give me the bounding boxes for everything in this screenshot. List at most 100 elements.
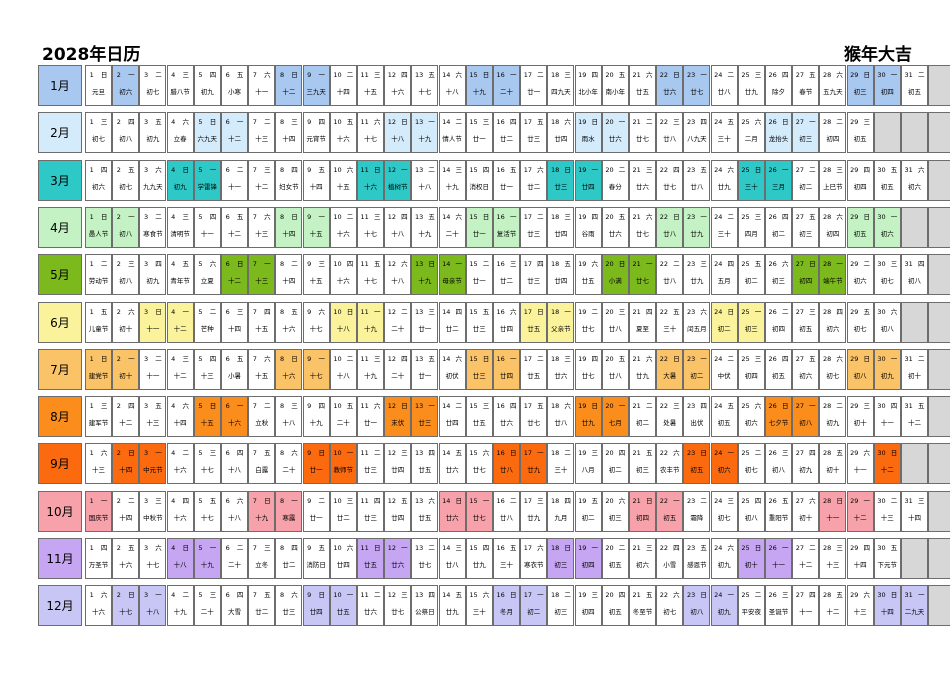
day-cell: 23 六闰五月 <box>683 301 711 343</box>
day-number: 3 <box>143 591 149 600</box>
lunar-label: 十四 <box>173 419 187 428</box>
lunar-label: 廿七 <box>472 466 486 475</box>
weekday: 三 <box>209 449 217 458</box>
lunar-label: 复活节 <box>496 229 517 238</box>
day-cell: 28 五初十 <box>819 443 847 485</box>
day-number: 9 <box>307 402 312 411</box>
lunar-label: 初五 <box>663 513 677 522</box>
lunar-label: 廿八 <box>445 561 459 569</box>
weekday: 一 <box>781 544 789 552</box>
day-number: 25 <box>741 260 750 269</box>
day-number: 16 <box>496 544 505 552</box>
lunar-label: 除夕 <box>772 88 785 96</box>
day-number: 20 <box>605 354 614 363</box>
lunar-label: 十三 <box>200 371 214 380</box>
day-cell: 16 三廿二 <box>493 254 520 296</box>
lunar-label: 六九天 <box>197 135 218 144</box>
day-cell: 16 六廿四 <box>493 301 520 343</box>
lunar-label: 谷雨 <box>581 229 595 238</box>
day-cell: 3 二十一 <box>139 348 167 390</box>
day-cell: 10 日十八 <box>329 301 357 343</box>
lunar-label: 十七 <box>364 135 377 144</box>
lunar-label: 端午节 <box>823 277 843 286</box>
weekday: 四 <box>618 449 626 458</box>
day-number: 10 <box>333 118 342 127</box>
day-cell: 16 一二十 <box>493 65 520 106</box>
weekday: 六 <box>645 212 653 221</box>
weekday: 五 <box>537 402 544 411</box>
lunar-label: 冬至节 <box>632 608 653 617</box>
day-number: 2 <box>116 212 121 221</box>
day-cell: 12 日十八 <box>384 112 412 154</box>
weekday: 一 <box>236 118 244 127</box>
lunar-label: 廿四 <box>445 419 459 428</box>
lunar-label: 圣诞节 <box>768 608 789 617</box>
weekday: 六 <box>809 496 816 505</box>
day-number: 29 <box>850 544 859 552</box>
weekday: 四 <box>591 354 599 363</box>
weekday: 四 <box>401 212 408 221</box>
day-cell: 2 五初七 <box>112 159 140 201</box>
weekday: 五 <box>236 212 244 221</box>
month-label: 10月 <box>38 490 82 532</box>
day-cell: 27 二初二 <box>792 159 820 201</box>
day-cell: 29 二初六 <box>846 254 874 296</box>
lunar-label: 二十 <box>391 371 405 380</box>
weekday: 一 <box>836 260 843 269</box>
day-number: 10 <box>333 449 342 458</box>
day-cell: 3 三中秋节 <box>139 490 167 532</box>
day-number: 30 <box>877 354 886 363</box>
day-number: 24 <box>714 496 723 505</box>
day-cell: 29 四初四 <box>846 159 874 201</box>
day-cell: 10 五二十 <box>329 396 357 438</box>
day-cell: 7 五白露 <box>248 443 276 485</box>
lunar-label: 十八 <box>173 561 187 569</box>
lunar-label: 芒种 <box>200 324 214 333</box>
weekday: 三 <box>564 354 571 363</box>
day-cell: 24 五初五 <box>710 396 738 438</box>
weekday: 五 <box>236 354 244 363</box>
weekday: 日 <box>890 449 898 458</box>
day-cell: 11 日十六 <box>357 159 384 201</box>
weekday: 三 <box>863 402 871 411</box>
day-number: 18 <box>550 165 560 174</box>
lunar-label: 廿八 <box>500 466 513 475</box>
lunar-label: 初五 <box>799 324 813 333</box>
day-cell: 23 日初八 <box>683 585 711 627</box>
lunar-label: 廿九 <box>527 513 541 522</box>
lunar-label: 十四 <box>282 229 296 238</box>
lunar-label: 初三 <box>772 277 785 286</box>
lunar-label: 初三 <box>799 229 813 238</box>
day-cell: 9 一十五 <box>302 206 330 248</box>
day-cell: 10 二十六 <box>329 206 357 248</box>
day-number: 6 <box>225 496 230 505</box>
day-number: 31 <box>904 354 913 363</box>
weekday: 日 <box>318 449 325 458</box>
day-cell: 16 四廿二 <box>493 112 520 154</box>
weekday: 六 <box>645 354 653 363</box>
weekday: 日 <box>673 212 680 221</box>
lunar-label: 二十 <box>500 88 513 96</box>
lunar-label: 十三 <box>255 229 269 238</box>
weekday: 六 <box>318 307 325 316</box>
day-number: 8 <box>279 496 285 505</box>
day-cell: 8 六二十 <box>275 443 303 485</box>
day-cell: 9 三十五 <box>302 254 330 296</box>
day-number: 13 <box>414 307 424 316</box>
lunar-label: 廿六 <box>554 371 568 380</box>
weekday: 日 <box>700 449 707 458</box>
day-number: 12 <box>387 449 397 458</box>
day-cell: 13 四公祭日 <box>411 585 439 627</box>
weekday: 一 <box>727 591 735 600</box>
lunar-label: 廿五 <box>472 419 486 428</box>
weekday: 二 <box>537 354 544 363</box>
weekday: 四 <box>428 449 435 458</box>
lunar-label: 初三 <box>554 608 568 617</box>
lunar-label: 初七 <box>717 513 731 522</box>
day-cell: 7 三十二 <box>248 159 276 201</box>
day-cell: 13 四廿五 <box>411 443 439 485</box>
day-number: 16 <box>496 354 505 363</box>
weekday: 二 <box>455 402 463 411</box>
day-number: 18 <box>550 118 560 127</box>
weekday: 二 <box>727 354 735 363</box>
